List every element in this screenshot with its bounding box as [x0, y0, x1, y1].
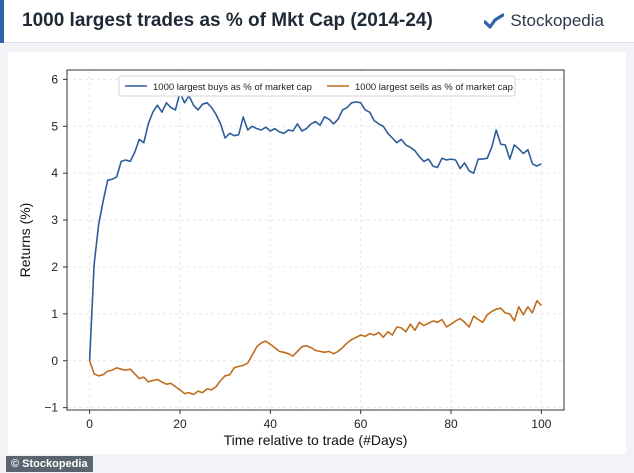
x-tick-label: 20 [173, 417, 187, 431]
y-axis-label: Returns (%) [17, 203, 33, 278]
y-tick-label: 4 [51, 166, 58, 180]
y-tick-label: 5 [51, 119, 58, 133]
x-tick-label: 40 [264, 417, 278, 431]
y-tick-label: 2 [51, 260, 58, 274]
y-tick-label: 0 [51, 354, 58, 368]
y-tick-label: 1 [51, 307, 58, 321]
chart-card: 0 20 40 60 80 100 −1 0 1 2 3 4 5 6 Time relative to tr… [8, 52, 626, 454]
legend-label-sells: 1000 largest sells as % of market cap [355, 82, 513, 93]
legend-label-buys: 1000 largest buys as % of market cap [153, 82, 312, 93]
y-tick-label: 3 [51, 213, 58, 227]
x-tick-label: 0 [86, 417, 93, 431]
watermark: © Stockopedia [6, 456, 93, 472]
x-tick-label: 80 [444, 417, 458, 431]
plot-frame [66, 69, 565, 411]
series-line-buys [88, 91, 542, 361]
brand-name: Stockopedia [510, 11, 604, 30]
x-tick-label: 60 [354, 417, 368, 431]
series-line-sells [88, 299, 542, 396]
y-tick-label: −1 [44, 401, 58, 415]
brand-logo[interactable]: Stockopedia [484, 11, 604, 31]
page-title: 1000 largest trades as % of Mkt Cap (201… [22, 10, 433, 31]
stockopedia-logo-icon [484, 13, 505, 29]
header-accent-stripe [0, 0, 4, 43]
y-tick-label: 6 [51, 72, 58, 86]
line-chart: 0 20 40 60 80 100 −1 0 1 2 3 4 5 6 Time relative to tr… [17, 69, 565, 448]
x-axis-label: Time relative to trade (#Days) [224, 432, 408, 448]
legend-box [118, 75, 516, 97]
x-tick-label: 100 [531, 417, 551, 431]
header-bar: 1000 largest trades as % of Mkt Cap (201… [0, 0, 634, 43]
